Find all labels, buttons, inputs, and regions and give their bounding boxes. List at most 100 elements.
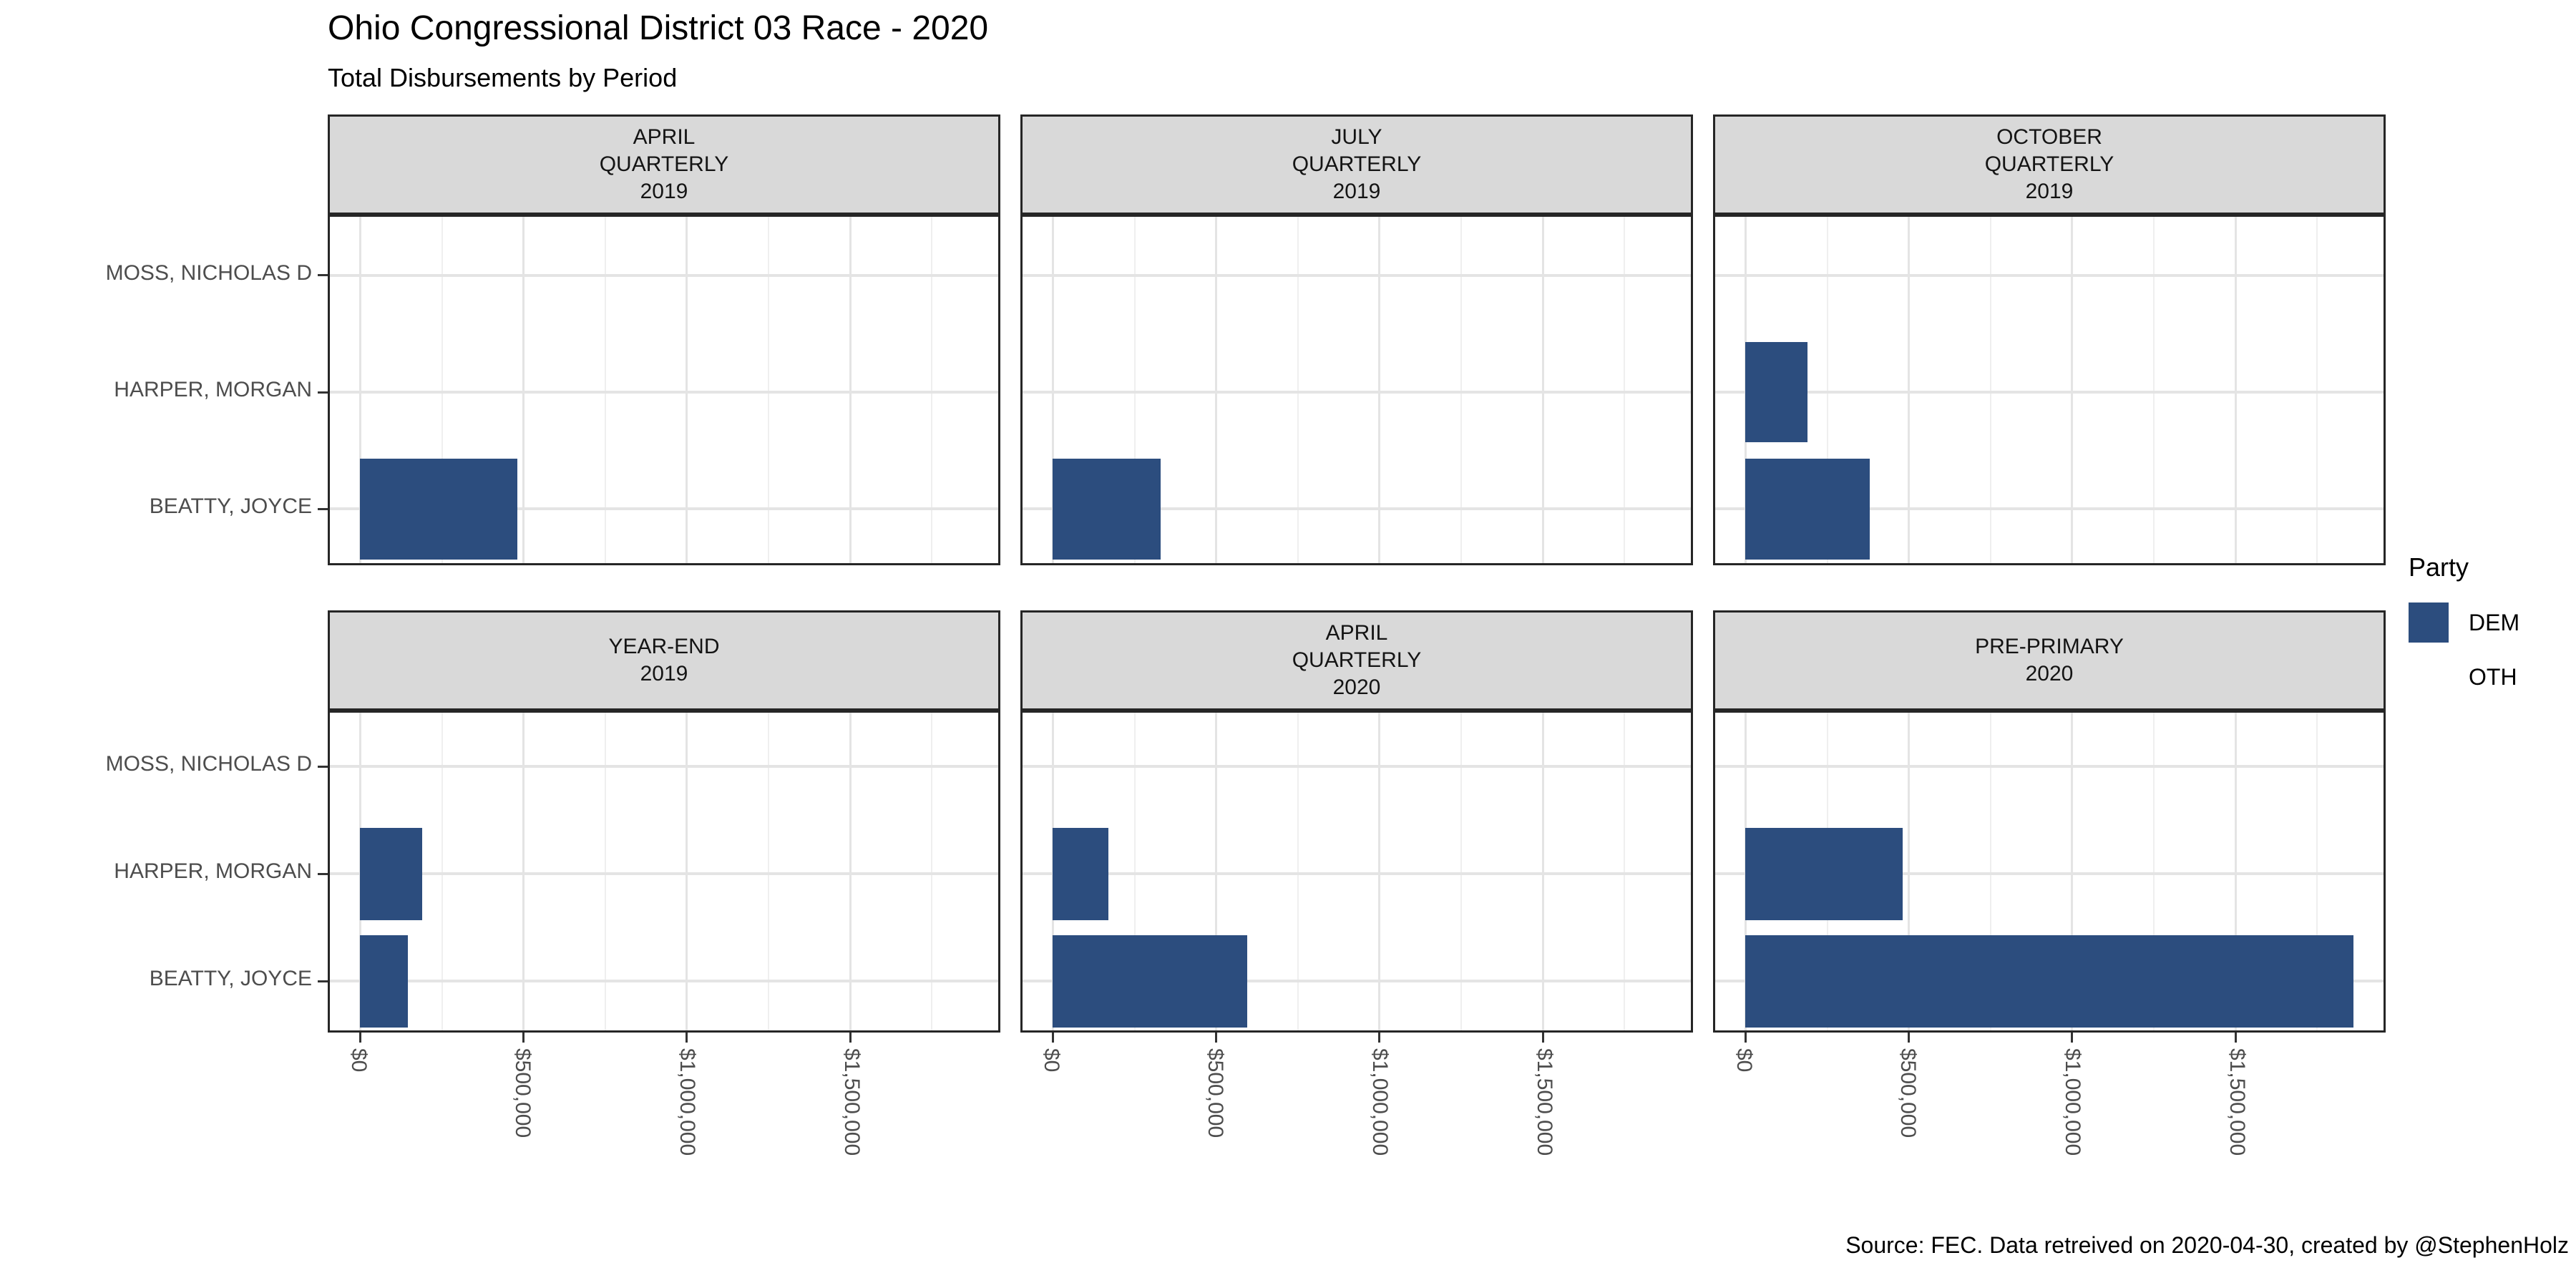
facet-panel-april-quarterly-2020 <box>1020 711 1693 1043</box>
y-axis-tick <box>318 274 328 277</box>
gridline <box>1378 713 1381 1030</box>
x-axis-tick <box>1215 1033 1218 1043</box>
x-axis-label-text: $500,000 <box>511 1048 535 1138</box>
legend: Party DEM OTH <box>2409 552 2519 711</box>
facet-strip-label: YEAR-END <box>608 635 720 658</box>
x-axis-label-text: $500,000 <box>1896 1048 1921 1138</box>
facet-strip-label: OCTOBER <box>1996 125 2102 149</box>
y-axis-tick <box>318 507 328 510</box>
gridline <box>1826 217 1828 563</box>
gridline <box>1023 980 1691 982</box>
legend-title: Party <box>2409 552 2469 582</box>
gridline <box>1908 713 1911 1030</box>
gridline <box>358 217 361 563</box>
facet-strip-label: 2019 <box>640 180 688 203</box>
bar-harper-morgan <box>1745 341 1808 443</box>
gridline <box>849 217 852 563</box>
facet-strip-label: APRIL <box>633 125 696 149</box>
facet-strip-label: PRE-PRIMARY <box>1975 635 2124 658</box>
facet-panel-july-quarterly-2019 <box>1020 215 1693 565</box>
gridline <box>1989 217 1991 563</box>
gridline <box>1715 391 2384 394</box>
gridline <box>2153 217 2155 563</box>
x-axis-tick <box>2234 1033 2237 1043</box>
x-axis-tick <box>1541 1033 1544 1043</box>
gridline <box>1460 217 1463 563</box>
gridline <box>1715 765 2384 768</box>
bar-beatty-joyce <box>1053 459 1161 560</box>
gridline <box>2153 713 2155 1030</box>
gridline <box>768 713 770 1030</box>
x-axis-label-text: $0 <box>1732 1048 1756 1073</box>
chart-title: Ohio Congressional District 03 Race - 20… <box>328 9 989 47</box>
x-axis-label-text: $1,500,000 <box>1532 1048 1556 1156</box>
facet-strip-label: 2019 <box>2025 180 2074 203</box>
gridline <box>1624 713 1626 1030</box>
gridline <box>1133 713 1136 1030</box>
gridline <box>441 217 443 563</box>
gridline <box>1989 713 1991 1030</box>
x-axis-tick <box>1378 1033 1381 1043</box>
gridline <box>1051 217 1054 563</box>
gridline <box>1460 713 1463 1030</box>
gridline <box>441 713 443 1030</box>
y-axis-label-beatty-joyce: BEATTY, JOYCE <box>149 967 312 990</box>
gridline <box>2071 713 2074 1030</box>
gridline <box>2316 713 2318 1030</box>
gridline <box>1023 273 1691 277</box>
x-axis-label-text: $1,000,000 <box>1368 1048 1392 1156</box>
x-axis-label-text: $0 <box>1039 1048 1063 1073</box>
gridline <box>1133 217 1136 563</box>
bar-beatty-joyce <box>1745 459 1870 560</box>
gridline <box>522 713 525 1030</box>
bar-harper-morgan <box>1053 827 1109 920</box>
x-axis-label-text: $1,000,000 <box>2061 1048 2085 1156</box>
gridline <box>849 713 852 1030</box>
gridline <box>1715 273 2384 277</box>
facet-panel-pre-primary-2020 <box>1713 711 2386 1043</box>
gridline <box>1715 507 2384 511</box>
facet-strip-label: QUARTERLY <box>1292 152 1422 176</box>
facet-strip-label: QUARTERLY <box>1984 152 2114 176</box>
gridline <box>686 217 688 563</box>
facet-strip-pre-primary-2020: PRE-PRIMARY 2020 <box>1713 610 2386 711</box>
x-axis-label-text: $1,500,000 <box>839 1048 864 1156</box>
gridline <box>1378 217 1381 563</box>
y-axis-label-beatty-joyce: BEATTY, JOYCE <box>149 494 312 519</box>
facet-strip-year-end-2019: YEAR-END 2019 <box>328 610 1000 711</box>
bar-harper-morgan <box>360 827 423 920</box>
legend-swatch-dem <box>2409 602 2449 643</box>
source-caption: Source: FEC. Data retreived on 2020-04-3… <box>1845 1232 2569 1258</box>
gridline <box>2234 217 2237 563</box>
gridline <box>604 713 606 1030</box>
x-axis-tick <box>1051 1033 1054 1043</box>
gridline <box>330 391 998 394</box>
facet-strip-label: 2019 <box>640 662 688 686</box>
legend-label-dem: DEM <box>2469 609 2520 635</box>
bar-beatty-joyce <box>360 459 517 560</box>
facet-panel-april-quarterly-2019 <box>318 215 1000 565</box>
facet-panel-year-end-2019 <box>318 711 1000 1043</box>
x-axis-label-text: $500,000 <box>1204 1048 1228 1138</box>
y-axis-tick <box>318 765 328 768</box>
gridline <box>1624 217 1626 563</box>
gridline <box>1297 713 1299 1030</box>
x-axis-tick <box>522 1033 525 1043</box>
y-axis-label-moss-nicholas-d: MOSS, NICHOLAS D <box>105 752 312 776</box>
legend-item-dem: DEM <box>2409 602 2519 643</box>
gridline <box>1541 217 1544 563</box>
y-axis-tick <box>318 872 328 875</box>
gridline <box>1023 507 1691 511</box>
x-axis-label-text: $1,500,000 <box>2225 1048 2249 1156</box>
facet-strip-label: QUARTERLY <box>1292 648 1422 672</box>
gridline <box>686 713 688 1030</box>
gridline <box>330 507 998 511</box>
gridline <box>1541 713 1544 1030</box>
gridline <box>1023 765 1691 768</box>
facet-strip-april-quarterly-2020: APRIL QUARTERLY 2020 <box>1020 610 1693 711</box>
legend-label-oth: OTH <box>2469 663 2517 690</box>
gridline <box>330 872 998 875</box>
gridline <box>1023 872 1691 875</box>
x-axis-tick <box>358 1033 361 1043</box>
